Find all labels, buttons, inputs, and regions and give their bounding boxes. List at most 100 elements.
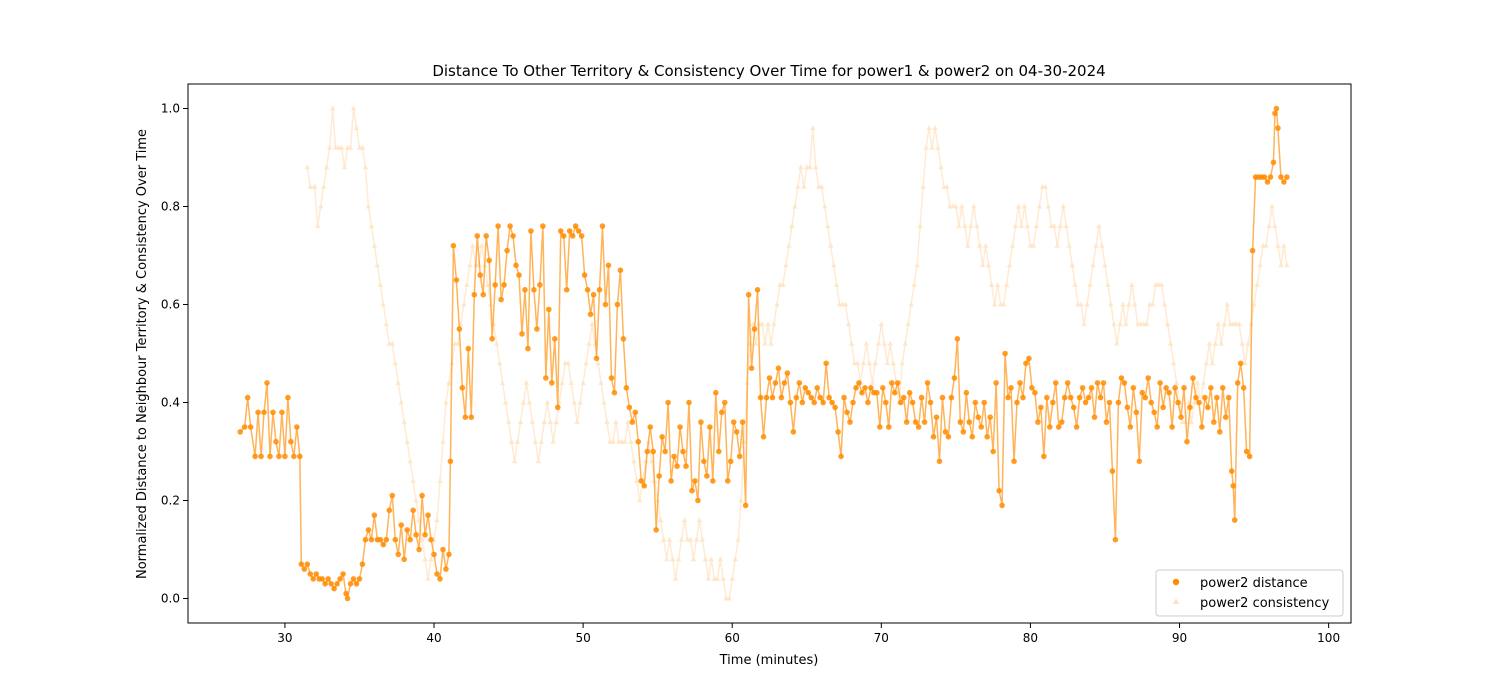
distance-point [1249,247,1256,254]
consistency-point [526,399,533,405]
consistency-point [404,438,410,444]
distance-point [510,233,516,239]
distance-point [356,576,363,582]
consistency-point [1278,262,1284,268]
distance-point [1049,399,1056,406]
consistency-point [574,419,580,425]
distance-point [519,331,525,337]
consistency-point [944,183,950,189]
consistency-point [884,360,891,366]
distance-point [620,336,627,342]
consistency-point [1149,301,1156,307]
consistency-point [1263,242,1269,248]
distance-point [1163,385,1169,391]
distance-point [1052,380,1059,386]
consistency-point [965,242,971,248]
distance-point [918,394,925,401]
consistency-point [338,144,345,150]
consistency-point [696,517,703,523]
distance-point [1023,360,1029,367]
distance-point [799,399,806,406]
distance-point [380,541,387,548]
consistency-point [872,360,879,366]
distance-point [808,394,815,401]
distance-point [581,272,588,278]
consistency-point [1194,379,1201,385]
consistency-point [520,399,527,405]
distance-point [276,453,282,460]
distance-point [590,291,597,298]
consistency-point [469,242,476,248]
distance-point [359,561,366,567]
distance-point [575,228,582,234]
consistency-point [708,556,715,562]
distance-point [310,576,317,582]
consistency-point [762,340,768,346]
distance-point [546,306,552,313]
distance-point [471,291,478,298]
consistency-point [628,438,634,444]
consistency-point [705,575,712,581]
distance-point [1118,375,1125,381]
consistency-point [789,223,795,229]
distance-point [343,590,349,597]
distance-point [1273,105,1280,112]
distance-point [453,277,460,283]
distance-point [465,345,472,352]
consistency-point [800,183,807,189]
distance-point [1278,174,1284,180]
consistency-point [717,556,724,562]
distance-line [239,108,1288,599]
distance-point [781,380,788,386]
distance-point [1243,448,1250,455]
consistency-point [1087,281,1093,287]
consistency-point [320,183,327,189]
consistency-point [1173,379,1180,385]
consistency-point [866,360,873,366]
consistency-point [881,340,888,346]
distance-point [775,365,782,372]
consistency-point [1212,340,1219,346]
distance-point [1196,399,1202,406]
distance-point [698,419,704,425]
distance-point [446,551,452,558]
distance-point [739,419,746,425]
consistency-point [1030,242,1037,248]
distance-point [754,287,761,293]
consistency-point [926,125,932,131]
distance-point [525,345,531,352]
consistency-point [920,183,926,189]
consistency-point [1117,321,1123,327]
distance-point [796,380,803,386]
consistency-point [830,262,837,268]
consistency-point [1021,203,1028,209]
distance-point [874,389,880,396]
distance-point [975,414,982,421]
consistency-point [1057,223,1064,229]
distance-point [344,595,351,602]
consistency-point [565,360,572,366]
distance-point [578,233,585,239]
distance-point [695,497,701,504]
distance-point [413,532,419,538]
distance-point [301,566,308,572]
consistency-point [1158,281,1165,287]
consistency-point [860,360,867,366]
consistency-point [350,105,357,111]
consistency-point [502,399,509,405]
distance-point [1178,414,1184,421]
consistency-point [774,301,780,307]
distance-point [1109,468,1116,474]
consistency-point [1236,321,1242,327]
distance-point [856,380,862,386]
consistency-point [395,379,402,385]
consistency-point [783,262,789,268]
distance-point [1067,394,1074,401]
consistency-point [759,321,765,327]
distance-point [483,233,490,239]
consistency-point [604,419,610,425]
consistency-point [720,575,727,581]
distance-point [504,247,510,254]
distance-point [1041,453,1047,460]
